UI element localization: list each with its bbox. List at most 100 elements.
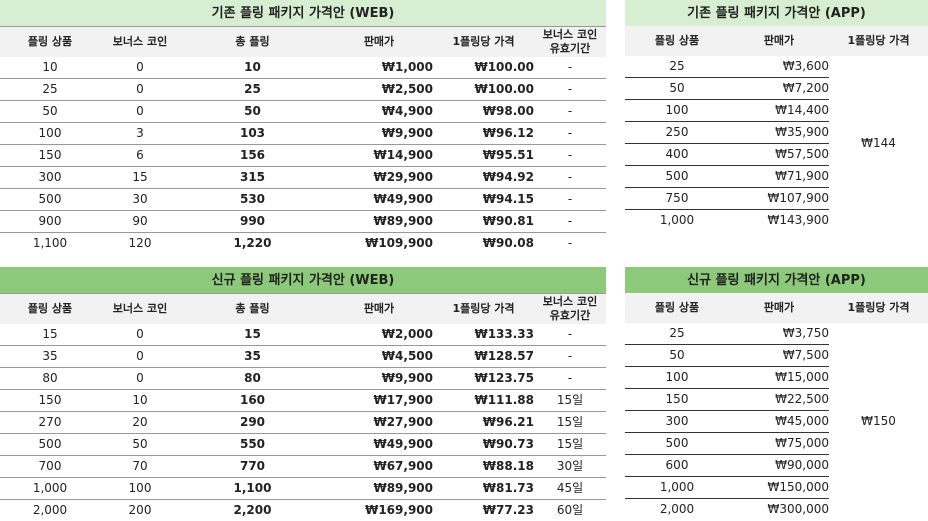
table-cell: 290	[180, 412, 325, 434]
column-header: 보너스 코인 유효기간	[534, 27, 606, 58]
table-cell: 50	[625, 345, 729, 367]
table-cell: 1,000	[625, 477, 729, 499]
table-cell: 45일	[534, 478, 606, 500]
column-header: 보너스 코인 유효기간	[534, 294, 606, 325]
table-cell: ₩100.00	[433, 57, 534, 79]
table-cell: ₩90.81	[433, 211, 534, 233]
table-cell: 15일	[534, 390, 606, 412]
table-cell: 103	[180, 123, 325, 145]
table-cell: ₩96.12	[433, 123, 534, 145]
table-cell: ₩89,900	[325, 478, 433, 500]
table-cell: ₩35,900	[729, 122, 829, 144]
table-cell: 250	[625, 122, 729, 144]
table-cell: 30일	[534, 456, 606, 478]
column-header: 보너스 코인	[100, 27, 180, 58]
column-header: 판매가	[729, 26, 829, 56]
table-cell: ₩15,000	[729, 367, 829, 389]
table-cell: ₩109,900	[325, 233, 433, 255]
table-cell: ₩7,500	[729, 345, 829, 367]
table-cell: ₩150,000	[729, 477, 829, 499]
table-cell: 150	[0, 390, 100, 412]
table-cell: ₩17,900	[325, 390, 433, 412]
table-cell: 25	[180, 79, 325, 101]
table-cell: 50	[100, 434, 180, 456]
column-header: 1플링당 가격	[829, 26, 928, 56]
table-cell: -	[534, 368, 606, 390]
table-cell: -	[534, 123, 606, 145]
table-cell: ₩1,000	[325, 57, 433, 79]
table-cell: 1,000	[625, 210, 729, 232]
table-cell: ₩27,900	[325, 412, 433, 434]
table-cell: 10	[100, 390, 180, 412]
table-cell: 750	[625, 188, 729, 210]
table-cell: 500	[625, 433, 729, 455]
table-cell: ₩71,900	[729, 166, 829, 188]
table-cell: -	[534, 233, 606, 255]
table-cell: ₩22,500	[729, 389, 829, 411]
table-cell: 15일	[534, 434, 606, 456]
table-cell: 15	[180, 324, 325, 346]
table-cell: 90	[100, 211, 180, 233]
table-cell: ₩2,500	[325, 79, 433, 101]
table-cell: 80	[0, 368, 100, 390]
table-cell: 80	[180, 368, 325, 390]
table-cell: ₩49,900	[325, 189, 433, 211]
table-cell: ₩14,400	[729, 100, 829, 122]
table-cell: 400	[625, 144, 729, 166]
column-header: 플링 상품	[625, 26, 729, 56]
table-cell: ₩29,900	[325, 167, 433, 189]
table-cell: ₩169,900	[325, 500, 433, 521]
table-cell: ₩100.00	[433, 79, 534, 101]
table-cell: ₩9,900	[325, 368, 433, 390]
table-cell: 100	[100, 478, 180, 500]
column-header: 판매가	[729, 293, 829, 323]
table-cell: ₩3,750	[729, 323, 829, 345]
unit-price-cell: ₩150	[829, 323, 928, 520]
table-cell: 600	[625, 455, 729, 477]
table-cell: ₩123.75	[433, 368, 534, 390]
table-title: 신규 플링 패키지 가격안 (APP)	[625, 267, 928, 293]
table-cell: -	[534, 189, 606, 211]
table-cell: 120	[100, 233, 180, 255]
table-cell: ₩45,000	[729, 411, 829, 433]
table-cell: ₩89,900	[325, 211, 433, 233]
table-cell: 160	[180, 390, 325, 412]
table-cell: 50	[625, 78, 729, 100]
table-title: 기존 플링 패키지 가격안 (APP)	[625, 0, 928, 26]
table-cell: 100	[625, 367, 729, 389]
table-cell: 25	[0, 79, 100, 101]
table-cell: ₩2,000	[325, 324, 433, 346]
table-cell: 156	[180, 145, 325, 167]
table-cell: ₩7,200	[729, 78, 829, 100]
table-cell: 10	[0, 57, 100, 79]
table-cell: ₩133.33	[433, 324, 534, 346]
column-header: 플링 상품	[0, 294, 100, 325]
table-cell: -	[534, 324, 606, 346]
table-cell: 200	[100, 500, 180, 521]
table-cell: 0	[100, 324, 180, 346]
table-cell: 150	[0, 145, 100, 167]
table-cell: 900	[0, 211, 100, 233]
table-cell: ₩49,900	[325, 434, 433, 456]
table-cell: 0	[100, 79, 180, 101]
table-cell: 20	[100, 412, 180, 434]
table-cell: 6	[100, 145, 180, 167]
table-cell: -	[534, 101, 606, 123]
table-cell: 30	[100, 189, 180, 211]
